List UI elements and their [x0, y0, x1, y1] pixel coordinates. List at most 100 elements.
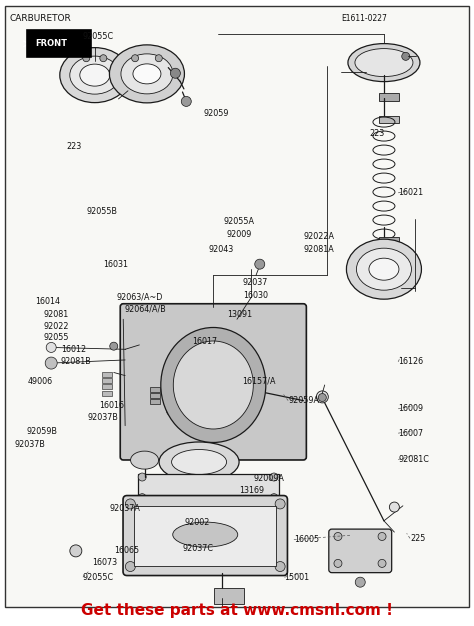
Circle shape — [138, 494, 146, 501]
Bar — [379, 93, 399, 101]
Ellipse shape — [130, 451, 159, 469]
Bar — [379, 237, 399, 247]
Circle shape — [46, 342, 56, 352]
Ellipse shape — [173, 341, 253, 429]
Text: 223: 223 — [66, 142, 82, 151]
Ellipse shape — [173, 522, 238, 547]
Text: 92043: 92043 — [209, 245, 234, 254]
Text: 92037C: 92037C — [182, 544, 213, 553]
Circle shape — [275, 499, 285, 509]
Text: 225: 225 — [410, 534, 425, 543]
Text: 13169: 13169 — [239, 486, 264, 495]
Circle shape — [270, 494, 278, 501]
Circle shape — [316, 391, 328, 403]
Ellipse shape — [346, 239, 421, 299]
FancyBboxPatch shape — [329, 529, 392, 573]
Ellipse shape — [60, 48, 130, 103]
Circle shape — [181, 96, 191, 106]
Circle shape — [355, 577, 365, 587]
FancyBboxPatch shape — [123, 496, 287, 575]
Text: 16012: 16012 — [61, 345, 86, 354]
Text: 92055A: 92055A — [224, 217, 255, 226]
Circle shape — [193, 361, 203, 371]
Bar — [102, 372, 112, 377]
Text: 92037: 92037 — [243, 279, 268, 287]
Bar — [102, 378, 112, 383]
Circle shape — [110, 342, 118, 350]
Text: 92022A: 92022A — [303, 232, 334, 240]
Circle shape — [241, 396, 252, 406]
Circle shape — [45, 357, 57, 369]
Ellipse shape — [80, 64, 110, 86]
Text: 16157/A: 16157/A — [242, 377, 275, 386]
Text: 16009: 16009 — [398, 404, 423, 413]
Text: 16073: 16073 — [92, 558, 118, 567]
Circle shape — [176, 413, 184, 420]
Circle shape — [275, 562, 285, 572]
Circle shape — [319, 394, 326, 401]
FancyBboxPatch shape — [120, 304, 306, 460]
Text: 15001: 15001 — [284, 573, 310, 582]
Text: 13091: 13091 — [228, 310, 253, 319]
Circle shape — [378, 533, 386, 540]
Circle shape — [125, 562, 136, 572]
Text: CMS: CMS — [156, 334, 299, 392]
Text: 92059A: 92059A — [288, 396, 319, 405]
Circle shape — [334, 533, 342, 540]
Circle shape — [378, 560, 386, 567]
Text: 223: 223 — [370, 129, 385, 138]
Text: CARBURETOR: CARBURETOR — [9, 14, 71, 23]
Text: 92055C: 92055C — [83, 32, 114, 41]
Circle shape — [402, 53, 410, 60]
Ellipse shape — [369, 258, 399, 280]
Text: 92063/A~D: 92063/A~D — [116, 293, 163, 302]
Bar — [379, 116, 399, 123]
Text: 16014: 16014 — [36, 297, 61, 306]
Bar — [214, 588, 244, 605]
Circle shape — [270, 473, 278, 481]
Ellipse shape — [121, 54, 173, 94]
Text: 92081A: 92081A — [303, 245, 334, 254]
Ellipse shape — [356, 248, 411, 290]
Text: 92022: 92022 — [44, 322, 69, 331]
Circle shape — [125, 499, 136, 509]
Text: 16007: 16007 — [398, 429, 423, 438]
Text: 16031: 16031 — [103, 260, 128, 269]
Circle shape — [70, 545, 82, 557]
Bar — [150, 399, 160, 404]
Text: 92009: 92009 — [226, 230, 252, 239]
Circle shape — [170, 68, 181, 78]
Ellipse shape — [348, 44, 420, 81]
Text: 92037A: 92037A — [109, 504, 140, 513]
Ellipse shape — [355, 49, 413, 76]
Text: 92059: 92059 — [204, 110, 229, 118]
Circle shape — [167, 408, 174, 415]
Ellipse shape — [172, 449, 227, 475]
Circle shape — [83, 54, 90, 62]
Circle shape — [100, 54, 107, 62]
Text: Get these parts at www.cmsnl.com !: Get these parts at www.cmsnl.com ! — [81, 603, 393, 618]
Text: 92002: 92002 — [185, 518, 210, 526]
Text: 92055B: 92055B — [86, 207, 117, 216]
Circle shape — [155, 54, 162, 62]
Text: 92059B: 92059B — [26, 428, 57, 436]
Text: 16126: 16126 — [398, 357, 423, 366]
Text: 92055: 92055 — [44, 333, 69, 342]
Text: 16030: 16030 — [243, 291, 268, 300]
Text: 92009A: 92009A — [254, 474, 284, 483]
Ellipse shape — [159, 442, 239, 482]
Text: 92037B: 92037B — [88, 413, 118, 422]
Text: 92081B: 92081B — [61, 357, 91, 366]
Text: 92081: 92081 — [44, 310, 69, 319]
Text: FRONT: FRONT — [36, 39, 68, 48]
FancyBboxPatch shape — [138, 474, 279, 503]
Text: 92081C: 92081C — [398, 455, 429, 464]
Bar — [102, 391, 112, 396]
Text: 92064/A/B: 92064/A/B — [124, 305, 166, 314]
Text: 16065: 16065 — [114, 546, 139, 555]
Ellipse shape — [109, 45, 184, 103]
Text: .COM: .COM — [186, 374, 269, 402]
Text: 49006: 49006 — [27, 377, 53, 386]
Text: E1611-0227: E1611-0227 — [341, 14, 387, 23]
Circle shape — [389, 502, 400, 512]
